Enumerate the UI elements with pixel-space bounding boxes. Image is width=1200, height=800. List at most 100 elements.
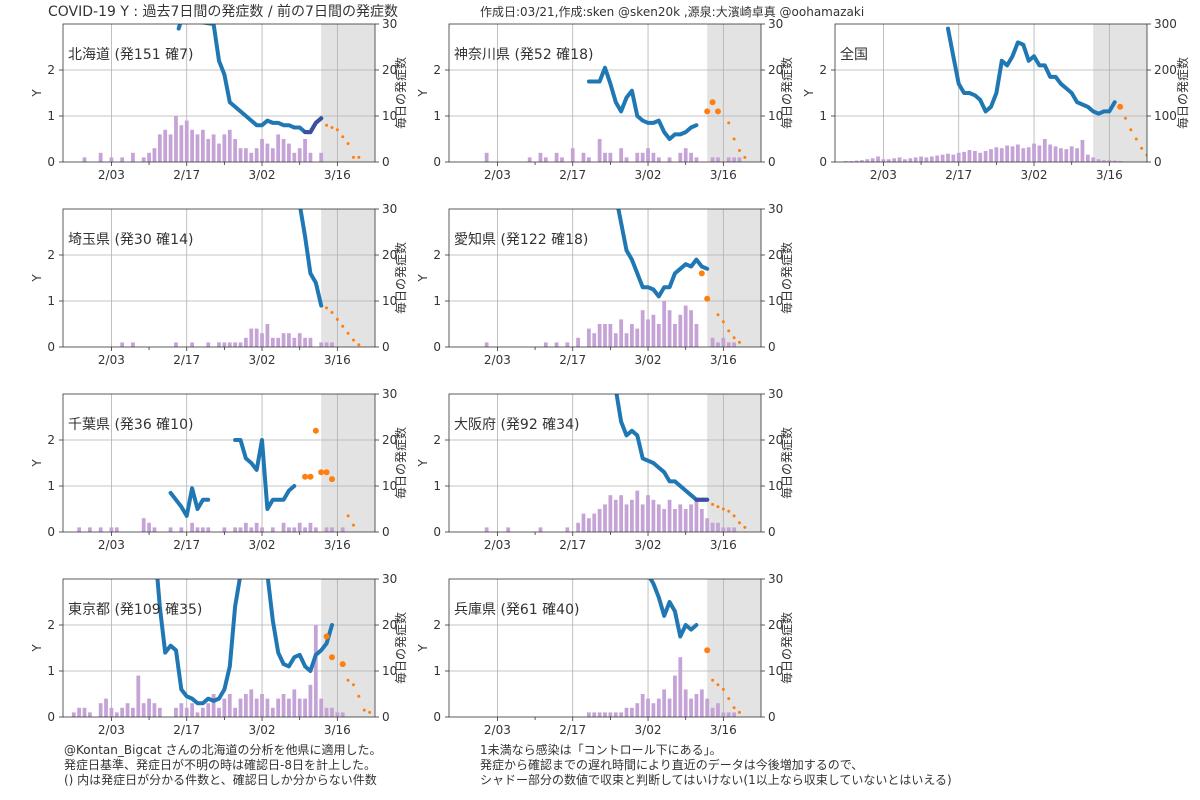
daily-count-bar (254, 522, 259, 532)
daily-count-bar (98, 527, 103, 532)
daily-count-bar (576, 337, 580, 347)
y-tick-label: 0 (433, 710, 441, 724)
daily-count-bar (640, 152, 645, 162)
daily-count-bar (705, 518, 710, 532)
daily-count-bar (281, 694, 286, 717)
ratio-line (648, 579, 699, 639)
daily-count-bar (1096, 159, 1101, 162)
daily-count-bar (726, 712, 731, 717)
projection-dot (737, 521, 741, 525)
daily-count-bar (613, 333, 618, 347)
daily-count-bar (694, 694, 699, 717)
projection-dot (716, 313, 720, 317)
daily-count-bar (613, 499, 618, 532)
daily-count-bar (972, 150, 977, 162)
x-tick-label: 2/03 (98, 353, 125, 367)
daily-count-bar (1080, 139, 1085, 162)
projection-dot (1134, 137, 1138, 141)
y2-tick-label: 10 (382, 294, 397, 308)
daily-count-bar (297, 148, 302, 162)
projection-dot (727, 329, 731, 333)
y-tick-label: 1 (47, 479, 55, 493)
y2-tick-label: 0 (382, 340, 390, 354)
daily-count-bar (287, 527, 291, 532)
panel-label: 兵庫県 (発61 確40) (454, 601, 579, 618)
projection-dot (323, 469, 330, 476)
y2-tick-label: 0 (382, 710, 390, 724)
daily-count-bar (254, 698, 259, 717)
y-tick-label: 1 (433, 109, 441, 123)
daily-count-bar (843, 161, 848, 162)
x-tick-label: 2/03 (484, 723, 511, 737)
x-tick-label: 2/17 (945, 168, 972, 182)
y-axis-label: Y (30, 274, 44, 283)
daily-count-bar (581, 513, 586, 532)
panel-frame (62, 208, 376, 348)
y2-tick-label: 30 (382, 572, 397, 586)
y-axis-label: Y (802, 89, 816, 98)
daily-count-bar (260, 527, 264, 532)
daily-count-bar (506, 527, 511, 532)
x-tick-label: 3/16 (710, 538, 737, 552)
daily-count-bar (935, 155, 940, 162)
y-axis-label: Y (416, 89, 430, 98)
recent-data-shade (321, 394, 375, 532)
daily-count-bar (678, 504, 683, 532)
ratio-line (298, 209, 324, 308)
ratio-line (614, 394, 710, 502)
y2-tick-label: 10 (768, 479, 783, 493)
y-tick-label: 1 (819, 109, 827, 123)
note-line: 1未満なら感染は「コントロール下にある」。 (480, 743, 722, 757)
daily-count-bar (726, 157, 731, 162)
chart-panel-0 (63, 24, 375, 162)
daily-count-bar (184, 120, 189, 162)
daily-count-bar (249, 328, 254, 347)
daily-count-bar (608, 495, 613, 532)
daily-count-bar (1010, 146, 1015, 162)
note-line: 発症から確認までの遅れ時間により直近のデータは今後増加するので、 (480, 758, 864, 772)
x-tick-label: 2/17 (559, 723, 586, 737)
daily-count-bar (667, 157, 672, 162)
notes-left: @Kontan_Bigcat さんの北海道の分析を他県に適用した。 発症日基準、… (64, 743, 382, 788)
y2-tick-label: 30 (768, 387, 783, 401)
daily-count-bar (854, 160, 859, 162)
daily-count-bar (656, 504, 661, 532)
daily-count-bar (656, 698, 661, 717)
daily-count-bar (109, 157, 114, 162)
daily-count-bar (962, 151, 966, 162)
daily-count-bar (109, 707, 114, 717)
daily-count-bar (238, 698, 243, 717)
daily-count-bar (179, 125, 184, 162)
y2-tick-label: 0 (382, 525, 390, 539)
daily-count-bar (683, 509, 688, 532)
y2-tick-label: 10 (768, 664, 783, 678)
daily-count-bar (270, 527, 275, 532)
daily-count-bar (190, 522, 194, 532)
note-line: シャドー部分の数値で収束と判断してはいけない(1以上なら収束していないとはいえる… (480, 773, 952, 787)
y-axis-label: Y (416, 274, 430, 283)
daily-count-bar (152, 527, 157, 532)
x-tick-label: 3/16 (710, 168, 737, 182)
daily-count-bar (624, 504, 629, 532)
daily-count-bar (940, 154, 945, 162)
projection-dot (368, 710, 372, 714)
daily-count-bar (1048, 144, 1053, 162)
projection-dot (341, 324, 345, 328)
daily-count-bar (603, 324, 607, 347)
daily-count-bar (1118, 161, 1122, 162)
y-tick-label: 2 (819, 63, 827, 77)
projection-dot (1129, 128, 1133, 132)
daily-count-bar (897, 157, 902, 162)
y-tick-label: 0 (433, 155, 441, 169)
daily-count-bar (678, 152, 683, 162)
daily-count-bar (120, 342, 125, 347)
ratio-line (168, 486, 211, 518)
daily-count-bar (635, 152, 640, 162)
daily-count-bar (233, 527, 238, 532)
daily-count-bar (913, 157, 918, 162)
recent-data-shade (321, 209, 375, 347)
daily-count-bar (849, 161, 854, 162)
y2-tick-label: 10 (768, 109, 783, 123)
daily-count-bar (297, 698, 302, 717)
daily-count-bar (297, 333, 302, 347)
